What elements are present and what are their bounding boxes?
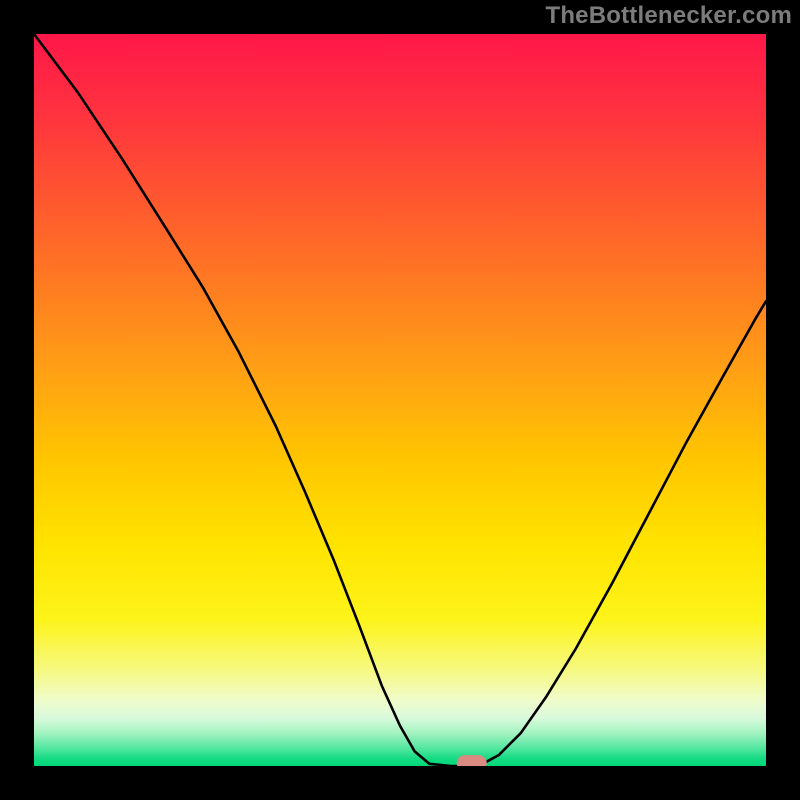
optimal-point-marker — [457, 755, 487, 766]
watermark-text: TheBottlenecker.com — [545, 2, 792, 30]
chart-frame: TheBottlenecker.com — [0, 0, 800, 800]
gradient-background — [34, 34, 766, 766]
bottleneck-chart — [34, 34, 766, 766]
